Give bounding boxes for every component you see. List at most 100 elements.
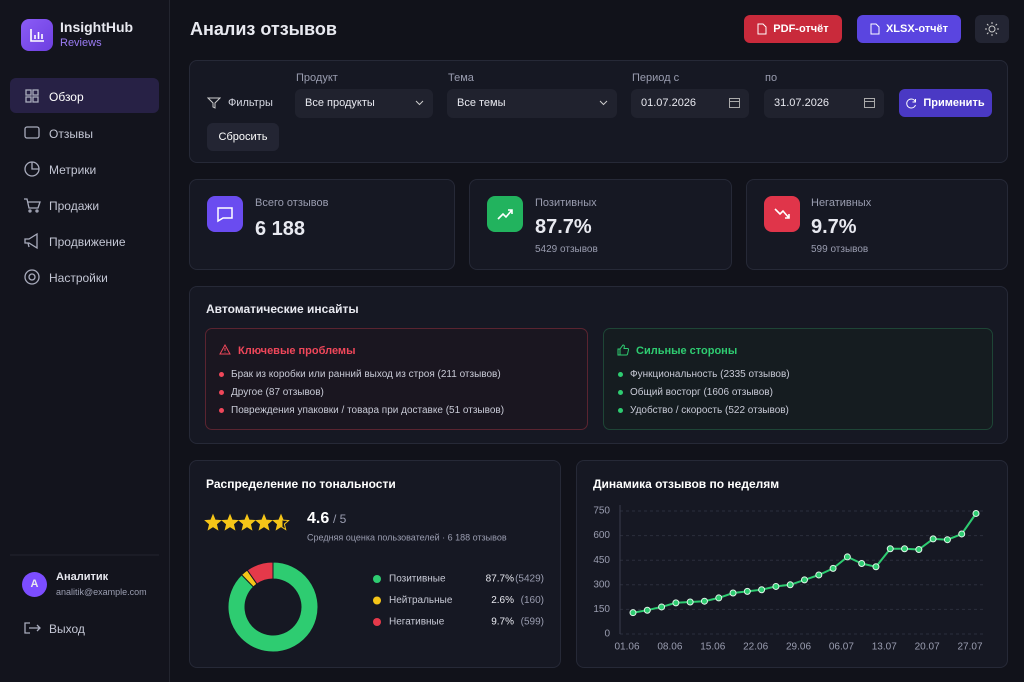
trend-point bbox=[643, 606, 651, 614]
logout[interactable]: Выход bbox=[49, 622, 85, 636]
trend-point bbox=[758, 586, 766, 594]
x-tick-label: 22.06 bbox=[743, 642, 768, 653]
trend-point bbox=[715, 594, 723, 602]
xlsx-button[interactable]: XLSX-отчёт bbox=[857, 15, 961, 43]
y-tick-label: 300 bbox=[593, 579, 610, 590]
trend-point bbox=[729, 589, 737, 597]
nav-icons bbox=[10, 89, 159, 634]
legend-dot bbox=[373, 596, 381, 605]
reset-label: Сбросить bbox=[218, 131, 268, 143]
trend-point bbox=[886, 545, 894, 553]
trend-point bbox=[915, 546, 923, 554]
nav-item[interactable]: Метрики bbox=[49, 163, 97, 177]
legend-dot bbox=[373, 575, 381, 583]
avatar[interactable]: A bbox=[22, 572, 47, 597]
sun-icon bbox=[985, 22, 999, 36]
legend-value: 2.6% bbox=[491, 595, 514, 606]
x-tick-label: 15.06 bbox=[700, 642, 725, 653]
apply-button[interactable]: Применить bbox=[899, 89, 992, 117]
rating-star bbox=[255, 513, 273, 531]
nav-item[interactable]: Обзор bbox=[49, 90, 84, 104]
x-tick-label: 20.07 bbox=[915, 642, 940, 653]
trend-point bbox=[901, 545, 909, 553]
trend-point bbox=[843, 553, 851, 561]
legend-label: Нейтральные bbox=[389, 595, 453, 606]
xlsx-label: XLSX-отчёт bbox=[885, 23, 949, 35]
date-to[interactable]: 31.07.2026 bbox=[764, 89, 884, 118]
x-tick-label: 13.07 bbox=[872, 642, 897, 653]
nav-item[interactable]: Продажи bbox=[49, 199, 100, 213]
kpi-value: 87.7% bbox=[535, 216, 592, 238]
pdf-button[interactable]: PDF-отчёт bbox=[744, 15, 842, 43]
logo bbox=[21, 19, 53, 51]
user-name: Аналитик bbox=[56, 571, 109, 583]
apply-label: Применить bbox=[923, 97, 985, 109]
legend-count: (160) bbox=[521, 595, 544, 606]
rating-star bbox=[221, 513, 239, 531]
bullet bbox=[219, 390, 224, 395]
thumb-icon bbox=[617, 344, 629, 356]
trend-point bbox=[829, 564, 837, 572]
date-from-value: 01.07.2026 bbox=[641, 97, 697, 109]
rating-value: 4.6 bbox=[307, 510, 329, 527]
kpi-value: 9.7% bbox=[811, 216, 857, 238]
y-tick-label: 600 bbox=[593, 530, 610, 541]
rating-max: / 5 bbox=[333, 512, 347, 526]
kpi-icon bbox=[207, 196, 243, 232]
product-select[interactable]: Все продукты bbox=[295, 89, 433, 118]
chat-icon bbox=[217, 207, 233, 223]
x-tick-label: 08.06 bbox=[657, 642, 682, 653]
topic-value: Все темы bbox=[457, 97, 506, 109]
brand-sub: Reviews bbox=[60, 37, 102, 49]
x-tick-label: 27.07 bbox=[957, 642, 982, 653]
calendar-icon bbox=[729, 98, 740, 108]
trend-point bbox=[772, 582, 780, 590]
kpi-icon bbox=[764, 196, 800, 232]
kpi-sub: 5429 отзывов bbox=[535, 244, 598, 255]
nav-item[interactable]: Продвижение bbox=[49, 235, 126, 249]
nav-item[interactable]: Настройки bbox=[49, 271, 108, 285]
rating-star bbox=[238, 513, 256, 531]
pdf-label: PDF-отчёт bbox=[773, 23, 829, 35]
nav-item[interactable]: Отзывы bbox=[49, 127, 93, 141]
refresh-icon bbox=[906, 98, 917, 108]
trend-point bbox=[700, 597, 708, 605]
product-value: Все продукты bbox=[305, 97, 375, 109]
legend-dot bbox=[373, 618, 381, 626]
file-icon bbox=[757, 23, 767, 35]
x-tick-label: 06.07 bbox=[829, 642, 854, 653]
kpi-label: Негативных bbox=[811, 197, 872, 209]
chart-title: Динамика отзывов по неделям bbox=[593, 477, 779, 491]
theme-button[interactable] bbox=[975, 15, 1009, 43]
legend-count: (599) bbox=[521, 617, 544, 628]
trend-line bbox=[632, 512, 977, 614]
bullet bbox=[219, 372, 224, 377]
rating-star bbox=[272, 513, 290, 531]
trend-point bbox=[672, 599, 680, 607]
trend-point bbox=[943, 536, 951, 544]
brand: InsightHub bbox=[60, 19, 134, 35]
legend-label: Негативные bbox=[389, 617, 445, 628]
y-tick-label: 150 bbox=[593, 604, 610, 615]
kpi-sub: 599 отзывов bbox=[811, 244, 869, 255]
legend-value: 87.7% bbox=[486, 574, 514, 585]
insights-title: Автоматические инсайты bbox=[206, 302, 359, 316]
legend-value: 9.7% bbox=[491, 617, 514, 628]
date-from[interactable]: 01.07.2026 bbox=[631, 89, 749, 118]
bullet bbox=[618, 408, 623, 413]
topic-select[interactable]: Все темы bbox=[447, 89, 617, 118]
trend-point bbox=[686, 598, 694, 606]
file-icon bbox=[870, 23, 880, 35]
trend-point bbox=[929, 535, 937, 543]
field-label: Продукт bbox=[296, 72, 338, 84]
y-tick-label: 450 bbox=[593, 555, 610, 566]
field-label: по bbox=[765, 72, 778, 84]
problems-box bbox=[205, 328, 588, 430]
bullet bbox=[618, 390, 623, 395]
trend-down-icon bbox=[774, 208, 790, 219]
trend-point bbox=[872, 563, 880, 571]
reset-button[interactable]: Сбросить bbox=[207, 123, 279, 151]
x-tick-label: 29.06 bbox=[786, 642, 811, 653]
legend-count: (5429) bbox=[515, 574, 544, 585]
